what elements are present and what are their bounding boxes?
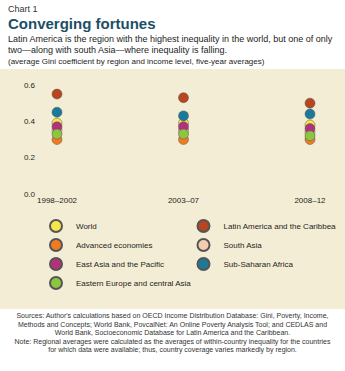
svg-text:World: World bbox=[76, 222, 97, 231]
svg-text:Sub-Saharan Africa: Sub-Saharan Africa bbox=[224, 260, 294, 269]
svg-text:Eastern Europe and central Asi: Eastern Europe and central Asia bbox=[76, 279, 191, 288]
html-text:Latin America is the region wi: Latin America is the region with the hig… bbox=[8, 34, 333, 55]
html-text:Sources: Author's calculations: Sources: Author's calculations based on … bbox=[16, 312, 329, 336]
svg-text:Advanced economies: Advanced economies bbox=[76, 241, 153, 250]
html-text:Note: Regional averages were c: Note: Regional averages were calculated … bbox=[14, 337, 331, 353]
svg-text:0.6: 0.6 bbox=[24, 81, 36, 90]
svg-text:1998–2002: 1998–2002 bbox=[37, 196, 78, 205]
svg-text:0.2: 0.2 bbox=[24, 153, 36, 162]
html-text:(average Gini coefficient by r: (average Gini coefficient by region and … bbox=[8, 57, 265, 66]
svg-text:Latin America and the Caribbea: Latin America and the Caribbean bbox=[224, 222, 337, 231]
svg-text:0.0: 0.0 bbox=[24, 190, 36, 199]
svg-text:East Asia and the Pacific: East Asia and the Pacific bbox=[76, 260, 164, 269]
svg-text:2008–12: 2008–12 bbox=[294, 196, 326, 205]
svg-text:South Asia: South Asia bbox=[224, 241, 263, 250]
svg-text:0.4: 0.4 bbox=[24, 117, 36, 126]
html-text:Converging fortunes: Converging fortunes bbox=[8, 15, 156, 32]
svg-text:2003–07: 2003–07 bbox=[168, 196, 200, 205]
html-text:Chart 1: Chart 1 bbox=[8, 4, 38, 14]
